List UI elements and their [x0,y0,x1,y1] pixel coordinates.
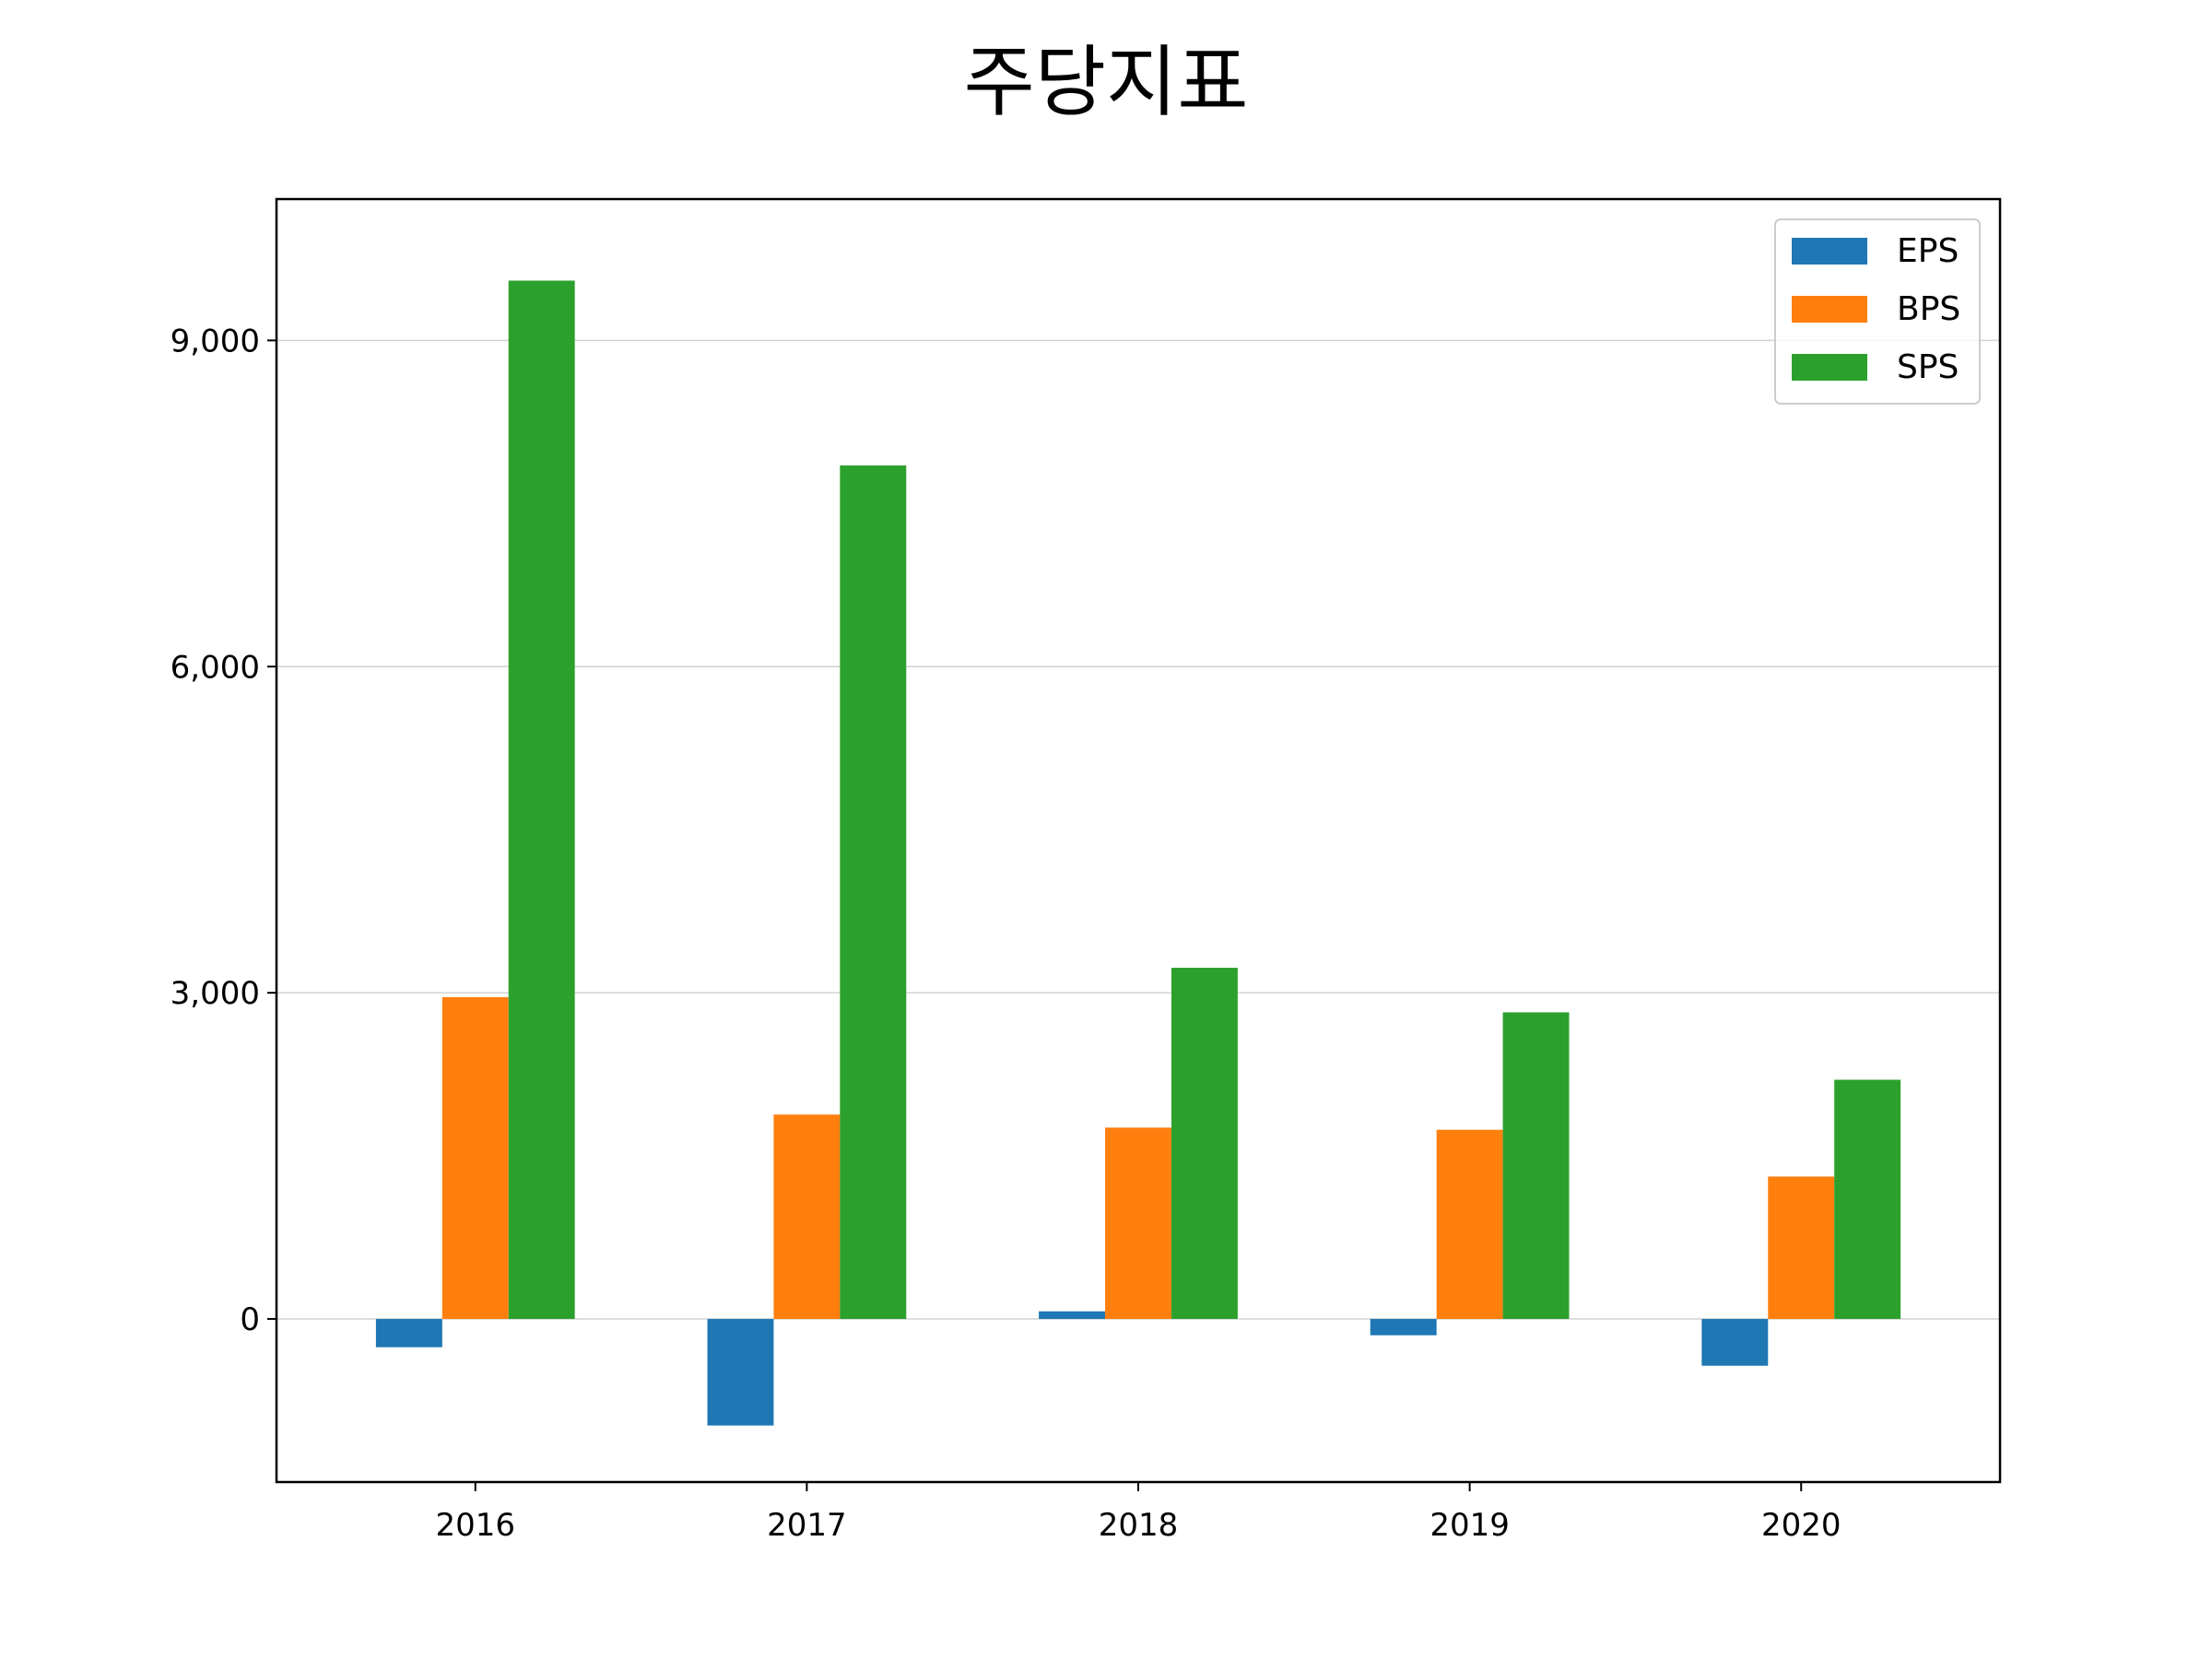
bar-eps-2017 [707,1319,774,1426]
y-tick-label: 9,000 [171,323,260,359]
legend-swatch-eps [1792,238,1867,265]
x-tick-label: 2017 [767,1507,847,1544]
y-tick-label: 3,000 [171,975,260,1012]
bar-sps-2018 [1171,968,1238,1320]
bar-eps-2020 [1701,1319,1769,1366]
y-tick-label: 0 [240,1301,260,1338]
chart-title: 주당지표 [963,37,1249,127]
x-axis: 2016 2017 2018 2019 2020 [436,1482,1841,1544]
bar-bps-2019 [1436,1129,1503,1320]
x-tick-label: 2019 [1430,1507,1510,1544]
bar-eps-2018 [1039,1311,1106,1320]
bar-sps-2020 [1834,1079,1901,1320]
bar-sps-2016 [508,280,575,1320]
bar-bps-2016 [441,996,509,1320]
bar-sps-2019 [1502,1012,1570,1320]
x-tick-label: 2020 [1761,1507,1841,1544]
bar-bps-2018 [1105,1127,1171,1320]
x-tick-label: 2018 [1099,1507,1179,1544]
bar-eps-2019 [1370,1319,1437,1335]
bar-sps-2017 [840,465,907,1320]
legend-label-bps: BPS [1897,290,1960,328]
legend-swatch-sps [1792,354,1867,381]
x-tick-label: 2016 [436,1507,516,1544]
bar-eps-2016 [375,1319,442,1347]
legend-swatch-bps [1792,296,1867,323]
bars [375,280,1901,1426]
legend-label-eps: EPS [1897,232,1959,270]
bar-bps-2017 [773,1114,841,1320]
legend-label-sps: SPS [1897,348,1959,386]
y-tick-label: 6,000 [171,649,260,686]
bar-bps-2020 [1768,1176,1835,1320]
y-axis: 0 3,000 6,000 9,000 [171,323,276,1338]
legend: EPS BPS SPS [1774,218,1981,405]
